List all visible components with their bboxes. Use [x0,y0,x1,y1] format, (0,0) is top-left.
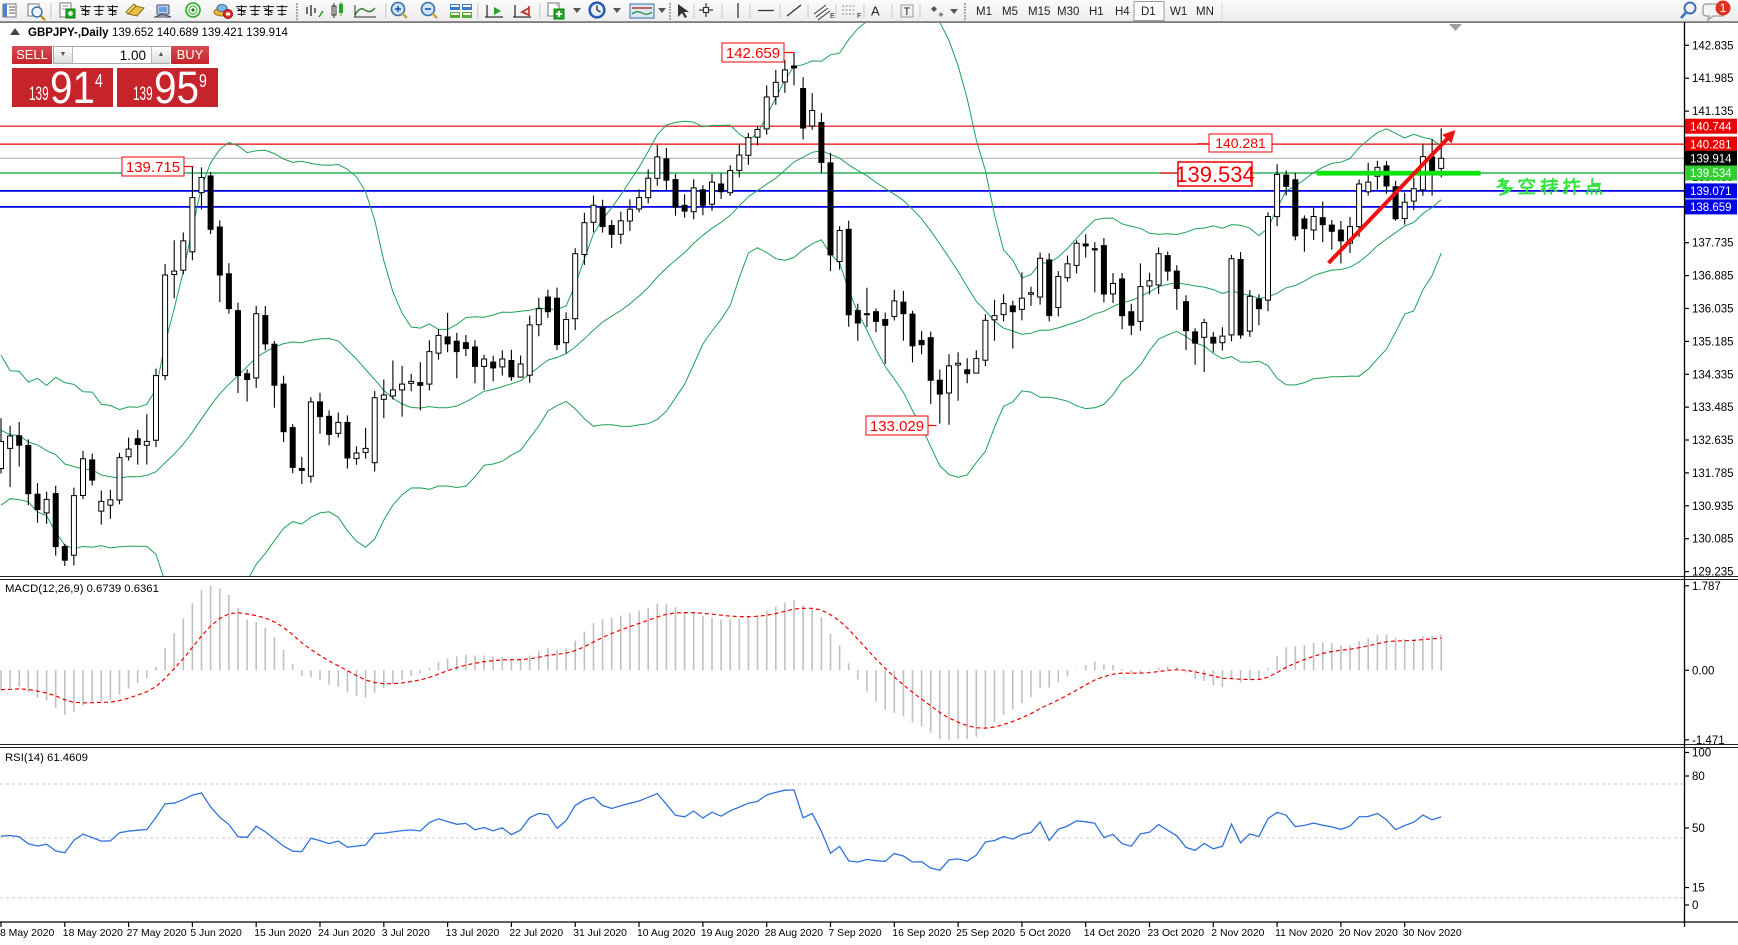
svg-text:1: 1 [1720,1,1727,15]
svg-text:134.335: 134.335 [1692,369,1734,381]
svg-text:50: 50 [1692,823,1705,835]
svg-text:25 Sep 2020: 25 Sep 2020 [956,928,1015,939]
svg-text:T: T [904,6,911,18]
svg-text:139.534: 139.534 [1690,168,1732,180]
svg-text:MACD(12,26,9) 0.6739 0.6361: MACD(12,26,9) 0.6739 0.6361 [5,583,159,595]
svg-text:15: 15 [1692,883,1705,895]
svg-text:RSI(14) 61.4609: RSI(14) 61.4609 [5,752,88,764]
svg-text:137.735: 137.735 [1692,238,1734,250]
svg-text:M5: M5 [1002,6,1018,18]
svg-text:20 Nov 2020: 20 Nov 2020 [1339,928,1398,939]
svg-text:5 Oct 2020: 5 Oct 2020 [1020,928,1071,939]
svg-text:8 May 2020: 8 May 2020 [0,928,55,939]
svg-text:15 Jun 2020: 15 Jun 2020 [254,928,311,939]
svg-text:D1: D1 [1141,6,1156,18]
svg-text:139.914: 139.914 [1690,154,1732,166]
svg-text:142.659: 142.659 [726,45,780,62]
svg-text:141.985: 141.985 [1692,73,1734,85]
svg-text:23 Oct 2020: 23 Oct 2020 [1148,928,1205,939]
svg-text:22 Jul 2020: 22 Jul 2020 [509,928,563,939]
svg-text:139.534: 139.534 [1175,162,1255,187]
svg-text:F: F [857,13,861,20]
svg-text:142.835: 142.835 [1692,40,1734,52]
svg-text:139.715: 139.715 [126,159,180,176]
svg-text:80: 80 [1692,771,1705,783]
svg-text:H1: H1 [1089,6,1104,18]
svg-text:140.744: 140.744 [1690,121,1732,133]
svg-text:-1.471: -1.471 [1692,735,1725,747]
svg-text:13 Jul 2020: 13 Jul 2020 [446,928,500,939]
svg-text:140.281: 140.281 [1690,139,1732,151]
svg-text:133.485: 133.485 [1692,402,1734,414]
svg-text:H4: H4 [1115,6,1130,18]
svg-text:18 May 2020: 18 May 2020 [63,928,123,939]
svg-text:16 Sep 2020: 16 Sep 2020 [892,928,951,939]
svg-text:30 Nov 2020: 30 Nov 2020 [1403,928,1462,939]
svg-text:10 Aug 2020: 10 Aug 2020 [637,928,696,939]
svg-text:100: 100 [1692,748,1711,760]
svg-text:14 Oct 2020: 14 Oct 2020 [1084,928,1141,939]
svg-text:1.787: 1.787 [1692,581,1721,593]
svg-text:135.185: 135.185 [1692,336,1734,348]
svg-text:129.235: 129.235 [1692,567,1734,579]
svg-text:140.281: 140.281 [1215,135,1266,151]
svg-text:136.885: 136.885 [1692,271,1734,283]
svg-text:28 Aug 2020: 28 Aug 2020 [765,928,824,939]
svg-text:3 Jul 2020: 3 Jul 2020 [382,928,430,939]
svg-text:141.135: 141.135 [1692,106,1734,118]
svg-text:139.071: 139.071 [1690,186,1732,198]
svg-text:136.035: 136.035 [1692,304,1734,316]
svg-text:138.659: 138.659 [1690,202,1732,214]
svg-text:130.935: 130.935 [1692,501,1734,513]
svg-text:0: 0 [1692,900,1698,912]
svg-text:GBPJPY-,Daily: GBPJPY-,Daily [28,27,109,39]
svg-text:27 May 2020: 27 May 2020 [127,928,187,939]
svg-text:0.00: 0.00 [1692,665,1714,677]
svg-text:24 Jun 2020: 24 Jun 2020 [318,928,375,939]
svg-text:M15: M15 [1028,6,1050,18]
svg-text:31 Jul 2020: 31 Jul 2020 [573,928,627,939]
svg-text:2 Nov 2020: 2 Nov 2020 [1211,928,1264,939]
svg-text:MN: MN [1196,6,1214,18]
svg-text:M30: M30 [1057,6,1079,18]
svg-text:131.785: 131.785 [1692,468,1734,480]
svg-text:M1: M1 [976,6,992,18]
svg-text:130.085: 130.085 [1692,534,1734,546]
svg-text:11 Nov 2020: 11 Nov 2020 [1275,928,1333,939]
svg-text:139.652 140.689 139.421 139.91: 139.652 140.689 139.421 139.914 [112,27,288,39]
svg-text:W1: W1 [1170,6,1187,18]
svg-text:19 Aug 2020: 19 Aug 2020 [701,928,760,939]
svg-text:E: E [830,13,835,20]
svg-text:A: A [871,4,880,19]
svg-text:5 Jun 2020: 5 Jun 2020 [190,928,242,939]
svg-text:133.029: 133.029 [870,418,924,435]
svg-text:132.635: 132.635 [1692,435,1734,447]
svg-text:7 Sep 2020: 7 Sep 2020 [829,928,882,939]
